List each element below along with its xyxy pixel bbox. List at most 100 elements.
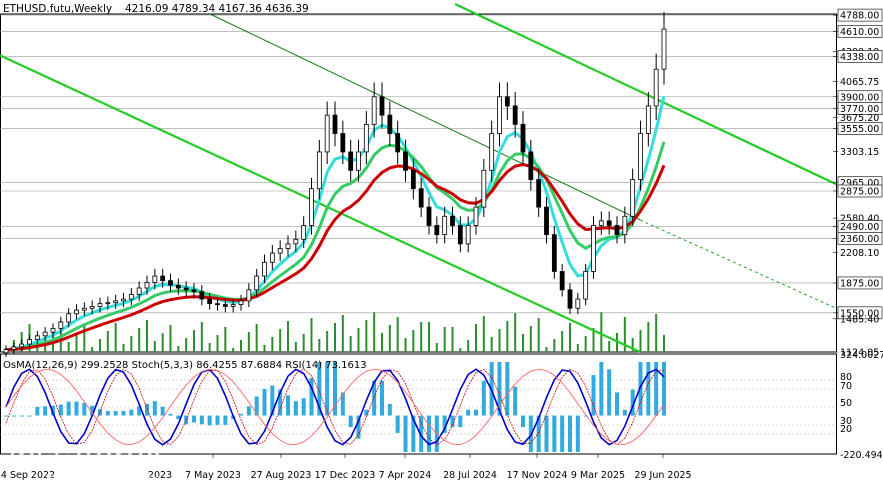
osma-bar [105,410,110,416]
candle-body [371,96,377,125]
osma-bar [199,415,204,425]
osma-bar [301,398,306,416]
volume-bar [388,325,391,352]
osma-bar [19,415,24,417]
x-tick-label: 28 Jul 2024 [443,470,497,481]
volume-bar [310,318,313,352]
osma-bar [145,403,149,416]
price-tick-label: 3675.20 [840,113,879,124]
volume-bar [467,340,470,352]
osma-bar [254,396,259,416]
osma-bar [560,415,565,452]
candle-body [128,294,134,300]
candle-body [551,234,557,272]
volume-bar [600,312,603,352]
candle-body [105,302,111,305]
volume-bar [161,333,164,352]
osma-bar [599,362,604,416]
volume-bar [99,339,101,352]
osc-tick-label: -220.4941 [840,450,883,461]
osma-bar [152,401,157,416]
candle-body [246,289,252,302]
x-tick-label: 9 Mar 2025 [571,470,625,481]
candle-body [81,307,87,311]
candle-body [97,303,103,307]
osma-bar [622,409,627,416]
osma-bar [481,380,486,416]
volume-bar [271,337,274,352]
osma-bar [137,406,142,416]
candle-body [74,309,79,315]
x-tick-label: 17 Dec 2023 [315,470,376,481]
candle-body [191,289,197,293]
osma-bar [333,362,337,416]
volume-bar [584,336,587,352]
volume-bar [200,322,203,352]
candle-body [340,133,346,153]
osma-bar [66,401,71,416]
candle-body [222,304,228,307]
osma-bar [536,415,541,452]
volume-bar [451,327,454,352]
candle-body [661,28,667,70]
candle-body [544,206,549,236]
osma-bar [160,406,165,416]
osma-bar [450,415,455,428]
header-symbol: ETHUSD.futu,Weekly [3,3,112,15]
volume-bar [36,345,39,352]
volume-bar [545,347,548,352]
watermark-tagline: Instant Forex Trading [46,472,162,485]
osma-bar [654,362,659,416]
candle-body [42,331,48,337]
candle-body [403,151,408,171]
candle-body [442,215,448,236]
volume-bar [522,334,524,352]
osma-bar [662,362,666,416]
osma-bar [270,385,275,416]
price-tick-label: 3900.00 [840,92,879,103]
price-tick-label: 2875.00 [840,187,879,198]
volume-bar [623,317,626,352]
candle-body [387,114,393,134]
osma-bar [591,375,596,416]
osma-bar [474,409,478,416]
candle-body [58,321,64,329]
osma-bar [513,386,518,416]
candle-body [3,349,9,354]
ema-green-line [5,141,666,352]
osma-bar [176,415,181,420]
price-tick-label: 2490.00 [840,222,879,233]
volume-bar [294,342,297,352]
volume-bar [561,331,564,352]
osma-bar [442,415,447,433]
candle-body [238,300,244,305]
candle-body [199,291,205,300]
osma-bar [246,406,251,416]
volume-bar [326,331,329,352]
osma-bar [380,380,384,416]
osma-bar [293,401,298,416]
osma-bar [325,362,330,416]
x-tick-label: 7 May 2023 [185,470,241,481]
volume-bar [318,339,321,352]
osc-tick-label: 70 [840,381,852,392]
volume-bar [91,347,94,352]
price-tick-label: 4610.00 [840,27,879,38]
candle-body [559,271,565,291]
osma-bar [348,415,353,428]
candle-body [324,114,330,153]
candle-body [434,225,440,236]
candle-body [465,225,471,245]
volume-bar [412,330,415,352]
volume-bar [592,328,595,352]
osma-bar [552,415,557,452]
candle-body [277,248,283,254]
osma-bar [646,362,651,416]
volume-bar [381,333,383,352]
price-tick-label: 3303.15 [840,147,879,158]
volume-bar [576,344,579,352]
volume-bar [373,312,376,352]
volume-bar [459,348,462,352]
volume-bar [67,342,70,352]
